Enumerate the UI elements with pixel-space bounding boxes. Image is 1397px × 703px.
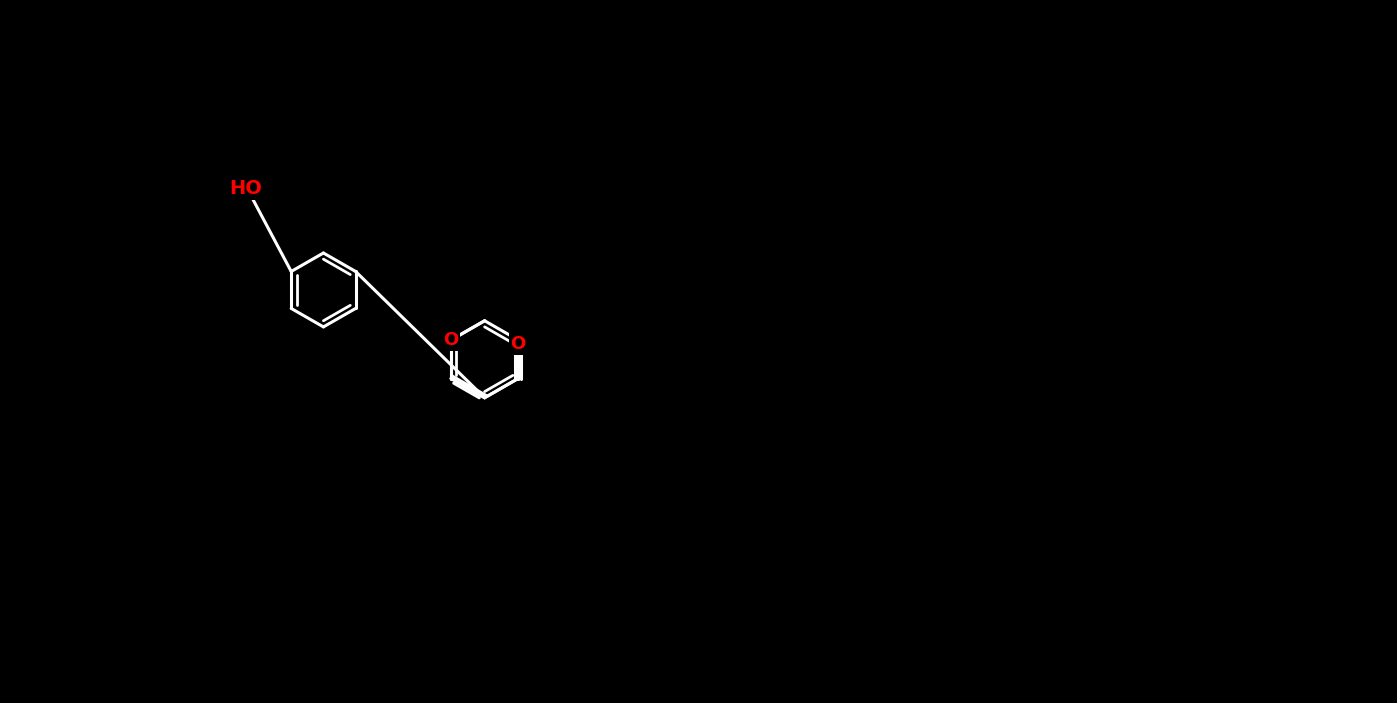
Text: HO: HO (229, 179, 261, 198)
Text: O: O (443, 331, 458, 349)
Text: O: O (510, 335, 525, 353)
